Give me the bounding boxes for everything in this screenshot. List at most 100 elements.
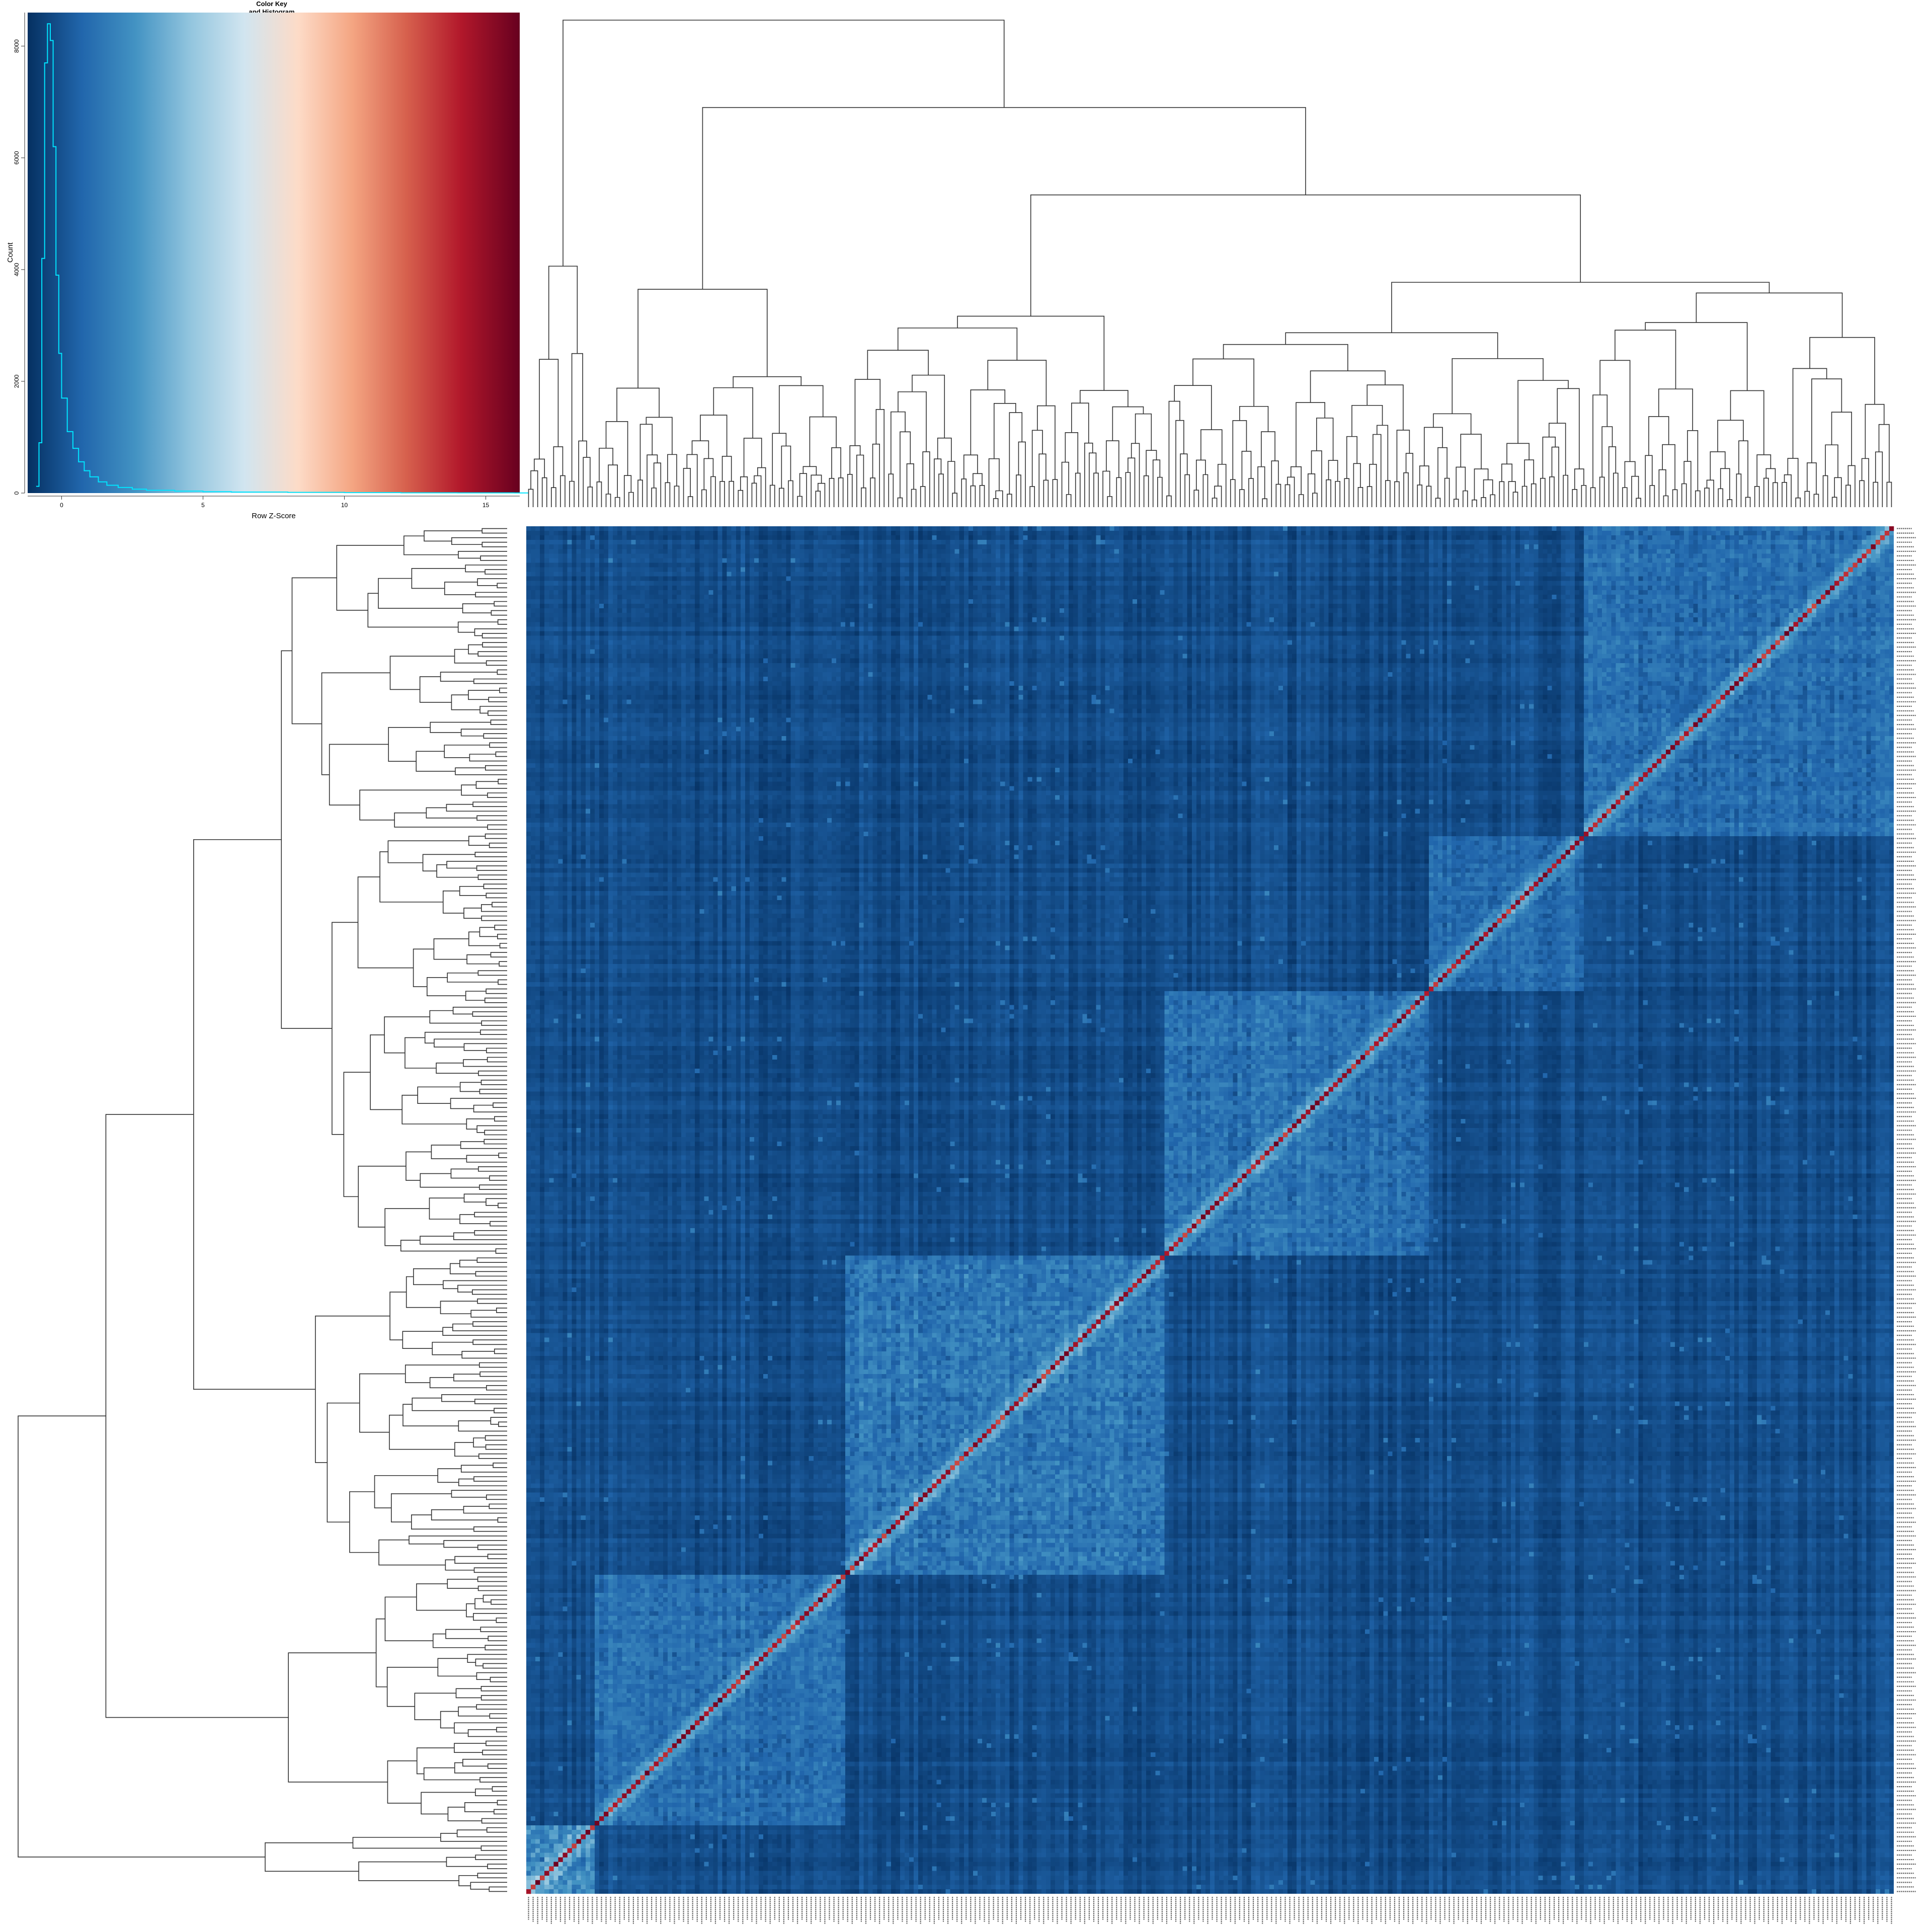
column-dendrogram-branch — [779, 488, 784, 507]
column-dendrogram-branch — [1369, 464, 1377, 507]
diagonal-cell — [1045, 1370, 1051, 1375]
diagonal-cell — [1483, 932, 1488, 937]
column-dendrogram-branch — [1592, 394, 1608, 488]
diagonal-cell — [891, 1524, 896, 1530]
column-dendrogram-branch — [911, 489, 917, 507]
diagonal-cell — [1060, 1355, 1065, 1361]
column-dendrogram-branch — [1385, 480, 1391, 507]
column-dendrogram-branch — [1718, 488, 1724, 507]
diagonal-cell — [1843, 572, 1848, 577]
diagonal-cell — [594, 1821, 600, 1826]
column-dendrogram-branch — [541, 477, 547, 507]
histogram-line — [36, 23, 528, 494]
diagonal-cell — [996, 1419, 1001, 1425]
diagonal-cell — [1688, 727, 1694, 732]
diagonal-cell — [1853, 562, 1858, 568]
row-dendrogram-branch — [480, 1695, 507, 1701]
diagonal-cell — [1497, 918, 1502, 923]
diagonal-cell — [736, 1679, 741, 1684]
column-dendrogram-branch — [861, 487, 866, 507]
column-dendrogram-branch — [1601, 426, 1613, 477]
diagonal-cell — [1834, 581, 1839, 586]
diagonal-cell — [622, 1793, 627, 1799]
diagonal-cell — [772, 1643, 777, 1648]
row-dendrogram-branch — [389, 656, 455, 690]
diagonal-cell — [868, 1547, 873, 1552]
column-dendrogram-branch — [1782, 482, 1787, 507]
column-dendrogram-branch — [1125, 472, 1131, 507]
column-dendrogram-branch — [1813, 494, 1819, 507]
row-dendrogram-branch — [499, 961, 507, 967]
diagonal-cell — [667, 1748, 673, 1753]
row-dendrogram-branch — [489, 1503, 507, 1509]
row-dendrogram-branch — [429, 1197, 464, 1220]
row-dendrogram-branch — [466, 1155, 507, 1163]
diagonal-cell — [749, 1666, 755, 1671]
diagonal-cell — [1666, 749, 1671, 755]
column-dendrogram-branch — [970, 389, 1006, 455]
column-dendrogram-branch — [818, 482, 826, 507]
column-dendrogram-branch — [937, 437, 952, 462]
row-dendrogram-branch — [488, 696, 507, 702]
x-tick-label: 5 — [201, 502, 205, 509]
diagonal-cell — [1401, 1014, 1406, 1019]
column-dendrogram-branch — [1784, 474, 1792, 507]
row-dendrogram-branch — [411, 1514, 474, 1530]
row-dendrogram-branch — [486, 893, 507, 899]
column-dendrogram-branch — [674, 486, 680, 507]
diagonal-cell — [786, 1629, 791, 1634]
column-dendrogram-branch — [683, 468, 691, 507]
column-dendrogram-branch — [729, 480, 735, 507]
column-dendrogram-branch — [1873, 481, 1879, 507]
row-dendrogram-branch — [496, 1727, 507, 1733]
diagonal-cell — [768, 1647, 773, 1653]
column-dendrogram-branch — [993, 498, 999, 507]
row-dendrogram-branch — [479, 706, 507, 714]
column-dendrogram-branch — [1131, 443, 1140, 507]
row-dendrogram-branch — [484, 1130, 507, 1136]
column-dendrogram-branch — [1316, 418, 1334, 461]
diagonal-cell — [1474, 941, 1479, 946]
diagonal-cell — [1160, 1255, 1165, 1260]
row-dendrogram-branch — [498, 979, 507, 985]
column-dendrogram-branch — [1291, 466, 1302, 495]
diagonal-cell — [1246, 1169, 1251, 1174]
diagonal-cell — [1173, 1242, 1178, 1247]
column-dendrogram-branch — [1474, 468, 1489, 500]
diagonal-cell — [699, 1716, 704, 1721]
diagonal-cell — [1629, 786, 1634, 791]
row-dendrogram-branch — [490, 1221, 507, 1227]
row-dendrogram-branch — [436, 864, 478, 878]
diagonal-cell — [1720, 695, 1726, 700]
column-dendrogram-branch — [721, 456, 732, 481]
diagonal-cell — [914, 1501, 919, 1507]
column-dendrogram-branch — [1066, 494, 1072, 507]
row-dendrogram-branch — [468, 644, 483, 655]
diagonal-cell — [1018, 1397, 1023, 1402]
row-dendrogram-branch — [437, 1468, 461, 1483]
diagonal-cell — [540, 1875, 545, 1881]
diagonal-cell — [727, 1688, 732, 1694]
column-dendrogram-branch — [831, 447, 841, 478]
column-dendrogram-branch — [815, 491, 821, 507]
row-dendrogram-branch — [490, 952, 507, 957]
column-dendrogram-branch — [1765, 468, 1776, 483]
row-dendrogram-branch — [481, 1020, 507, 1026]
diagonal-cell — [649, 1766, 654, 1771]
diagonal-cell — [1014, 1401, 1019, 1406]
column-dendrogram-branch — [539, 359, 559, 459]
diagonal-cell — [1233, 1182, 1238, 1187]
diagonal-cell — [754, 1661, 759, 1666]
row-dendrogram-branch — [386, 1667, 438, 1707]
row-dendrogram-branch — [460, 1465, 507, 1473]
column-dendrogram-branch — [1531, 483, 1537, 507]
row-dendrogram-branch — [416, 751, 455, 772]
row-dendrogram-branch — [384, 1208, 430, 1246]
column-dendrogram-branch — [1501, 463, 1513, 482]
column-dendrogram-branch — [1285, 332, 1498, 359]
diagonal-cell — [1616, 799, 1621, 804]
diagonal-cell — [973, 1442, 978, 1447]
row-dendrogram-branch — [473, 1476, 507, 1482]
diagonal-cell — [1465, 950, 1470, 955]
column-dendrogram-branch — [1196, 459, 1206, 491]
